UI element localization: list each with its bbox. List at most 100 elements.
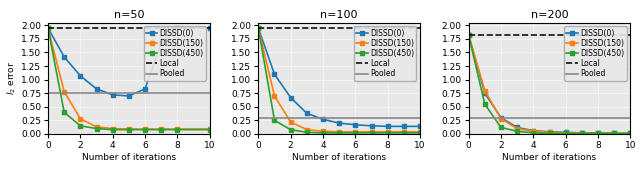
DISSD(150) — [513, 128, 521, 130]
DISSD(150) — [44, 27, 52, 29]
DISSD(450) — [529, 132, 537, 134]
DISSD(0) — [206, 27, 214, 29]
Local — [255, 27, 262, 29]
DISSD(0) — [93, 88, 100, 90]
DISSD(450) — [125, 129, 132, 131]
DISSD(450) — [562, 132, 570, 135]
DISSD(450) — [384, 132, 392, 134]
DISSD(0) — [335, 122, 343, 124]
Pooled — [44, 92, 52, 94]
Pooled — [255, 117, 262, 119]
DISSD(150) — [465, 34, 472, 36]
DISSD(150) — [93, 126, 100, 128]
DISSD(0) — [400, 125, 408, 127]
DISSD(0) — [60, 56, 68, 58]
DISSD(150) — [206, 128, 214, 130]
X-axis label: Number of iterations: Number of iterations — [82, 153, 176, 162]
DISSD(150) — [319, 130, 327, 132]
DISSD(0) — [529, 130, 537, 132]
DISSD(450) — [93, 128, 100, 130]
DISSD(150) — [60, 90, 68, 93]
Title: n=100: n=100 — [321, 10, 358, 21]
DISSD(0) — [368, 125, 376, 127]
Line: DISSD(150): DISSD(150) — [467, 33, 632, 136]
DISSD(450) — [77, 125, 84, 127]
DISSD(150) — [109, 128, 116, 130]
DISSD(0) — [481, 92, 488, 94]
DISSD(0) — [157, 42, 165, 44]
Y-axis label: $l_2$ error: $l_2$ error — [6, 61, 18, 95]
Pooled — [481, 117, 488, 119]
DISSD(0) — [546, 131, 554, 133]
Title: n=200: n=200 — [531, 10, 568, 21]
DISSD(450) — [611, 132, 618, 135]
DISSD(150) — [529, 130, 537, 132]
DISSD(0) — [44, 27, 52, 29]
DISSD(450) — [287, 129, 294, 131]
DISSD(0) — [384, 125, 392, 127]
Legend: DISSD(0), DISSD(150), DISSD(450), Local, Pooled: DISSD(0), DISSD(150), DISSD(450), Local,… — [143, 26, 206, 81]
Local — [481, 34, 488, 36]
X-axis label: Number of iterations: Number of iterations — [502, 153, 596, 162]
DISSD(450) — [578, 132, 586, 135]
Line: DISSD(0): DISSD(0) — [46, 26, 212, 98]
DISSD(150) — [141, 128, 149, 130]
DISSD(150) — [416, 131, 424, 133]
Line: DISSD(0): DISSD(0) — [467, 33, 632, 136]
DISSD(450) — [627, 132, 634, 135]
Line: DISSD(150): DISSD(150) — [46, 26, 212, 131]
DISSD(0) — [594, 132, 602, 134]
DISSD(150) — [255, 27, 262, 29]
DISSD(0) — [255, 27, 262, 29]
DISSD(150) — [173, 128, 181, 130]
DISSD(0) — [611, 132, 618, 135]
Local — [60, 27, 68, 29]
DISSD(150) — [125, 128, 132, 130]
DISSD(0) — [125, 95, 132, 97]
DISSD(150) — [594, 132, 602, 135]
DISSD(0) — [497, 117, 505, 119]
Pooled — [465, 117, 472, 119]
DISSD(150) — [562, 132, 570, 134]
DISSD(150) — [578, 132, 586, 134]
DISSD(450) — [400, 132, 408, 134]
DISSD(150) — [384, 131, 392, 133]
DISSD(0) — [416, 125, 424, 127]
DISSD(450) — [416, 132, 424, 134]
DISSD(0) — [303, 112, 310, 114]
DISSD(450) — [271, 119, 278, 121]
DISSD(450) — [109, 129, 116, 131]
DISSD(450) — [44, 27, 52, 29]
DISSD(150) — [481, 89, 488, 92]
Local — [465, 34, 472, 36]
DISSD(0) — [513, 126, 521, 129]
DISSD(0) — [77, 75, 84, 77]
DISSD(450) — [303, 131, 310, 133]
DISSD(450) — [255, 27, 262, 29]
DISSD(450) — [206, 129, 214, 131]
DISSD(450) — [465, 34, 472, 36]
DISSD(450) — [594, 132, 602, 135]
DISSD(450) — [351, 132, 359, 134]
DISSD(450) — [481, 103, 488, 105]
Local — [44, 27, 52, 29]
DISSD(450) — [60, 111, 68, 113]
DISSD(450) — [157, 129, 165, 131]
Line: DISSD(150): DISSD(150) — [256, 26, 422, 134]
DISSD(150) — [497, 118, 505, 120]
Line: DISSD(0): DISSD(0) — [256, 26, 422, 128]
Local — [271, 27, 278, 29]
Line: DISSD(450): DISSD(450) — [256, 26, 422, 135]
DISSD(150) — [335, 131, 343, 133]
X-axis label: Number of iterations: Number of iterations — [292, 153, 387, 162]
DISSD(150) — [77, 118, 84, 120]
DISSD(150) — [157, 128, 165, 130]
DISSD(0) — [319, 118, 327, 120]
DISSD(150) — [303, 129, 310, 131]
DISSD(150) — [400, 131, 408, 133]
DISSD(0) — [271, 73, 278, 75]
Title: n=50: n=50 — [114, 10, 144, 21]
DISSD(150) — [351, 131, 359, 133]
DISSD(450) — [319, 132, 327, 134]
DISSD(0) — [562, 131, 570, 133]
